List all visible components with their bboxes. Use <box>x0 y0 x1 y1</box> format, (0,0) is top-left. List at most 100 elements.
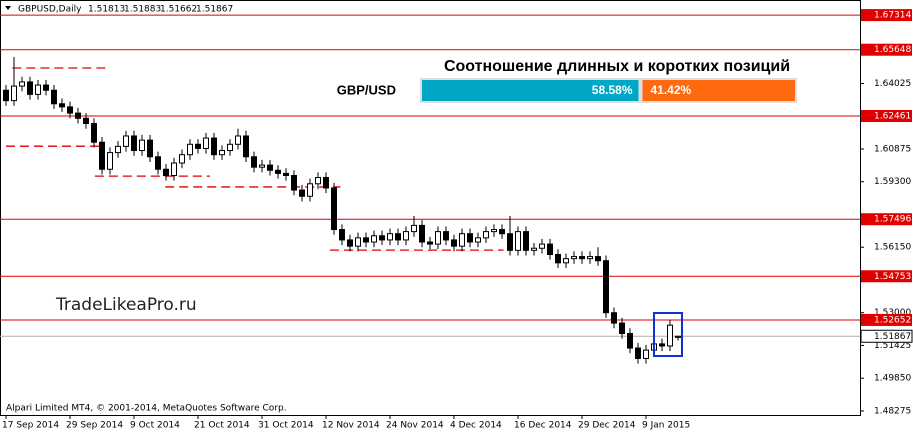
candle-body <box>579 256 585 260</box>
ratio-label: GBP/USD <box>337 82 396 97</box>
candle-body <box>307 183 313 197</box>
level-label: 1.57496 <box>874 215 911 225</box>
candle-body <box>571 256 577 260</box>
candle-body <box>171 162 177 176</box>
candle-body <box>403 231 409 241</box>
candle-body <box>387 233 393 241</box>
candle-body <box>139 139 145 152</box>
candle-body <box>507 233 513 251</box>
candle-body <box>195 143 201 149</box>
candle-body <box>43 84 49 91</box>
candle-body <box>659 343 665 347</box>
candle-body <box>211 137 217 156</box>
level-label: 1.67314 <box>874 11 911 21</box>
y-tick-label: 1.51425 <box>874 341 911 351</box>
candle-body <box>587 256 593 260</box>
level-label: 1.54753 <box>874 272 911 282</box>
candle-body <box>411 224 417 233</box>
level-label-box <box>861 9 912 22</box>
y-tick-label: 1.56150 <box>874 243 911 253</box>
candle-body <box>91 123 97 143</box>
plot-frame <box>0 0 861 416</box>
ratio-title: Соотношение длинных и коротких позиций <box>444 58 790 75</box>
x-tick-label: 29 Sep 2014 <box>66 421 123 431</box>
candle-body <box>547 243 553 255</box>
candle-body <box>27 81 33 95</box>
candle-body <box>515 231 521 251</box>
candle-body <box>443 231 449 241</box>
candle-body <box>227 143 233 152</box>
candle-body <box>299 189 305 197</box>
candle-body <box>235 135 241 145</box>
candle-body <box>187 143 193 156</box>
candle-body <box>627 332 633 349</box>
candle-body <box>459 233 465 247</box>
candle-body <box>427 241 433 245</box>
candle-body <box>99 141 105 170</box>
candle-body <box>355 237 361 247</box>
candle-body <box>363 237 369 243</box>
x-tick-label: 4 Dec 2014 <box>450 421 502 431</box>
candle-body <box>203 137 209 149</box>
candle-body <box>83 117 89 125</box>
candle-body <box>523 231 529 251</box>
candle-body <box>451 239 457 247</box>
candle-body <box>131 135 137 152</box>
level-label: 1.52652 <box>874 315 911 325</box>
current-price-box <box>860 329 913 343</box>
candle-body <box>531 247 537 251</box>
candle-body <box>323 177 329 189</box>
candle-body <box>147 139 153 158</box>
x-tick-label: 29 Dec 2014 <box>578 421 636 431</box>
candle-body <box>107 152 113 170</box>
candle-body <box>19 81 25 87</box>
candle-body <box>243 135 249 158</box>
candle-body <box>259 164 265 168</box>
candle-body <box>267 164 273 171</box>
candle-body <box>435 231 441 245</box>
header-high: 1.51883 <box>124 5 161 15</box>
candle-body <box>467 233 473 243</box>
x-tick-label: 24 Nov 2014 <box>386 421 444 431</box>
candle-body <box>331 187 337 231</box>
candle-body <box>619 322 625 334</box>
highlight-box <box>653 312 683 357</box>
x-tick-label: 16 Dec 2014 <box>514 421 572 431</box>
candle-body <box>59 103 65 108</box>
candle-body <box>163 168 169 176</box>
level-label-box <box>861 270 912 283</box>
level-label-box <box>861 313 912 326</box>
candle-body <box>315 177 321 185</box>
candle-body <box>667 324 673 347</box>
candle-body <box>371 235 377 243</box>
x-tick-label: 17 Sep 2014 <box>2 421 59 431</box>
candle-body <box>179 154 185 164</box>
menu-arrow[interactable] <box>5 6 11 10</box>
y-tick-label: 1.59300 <box>874 177 911 187</box>
candle-body <box>675 335 681 338</box>
candle-body <box>283 172 289 176</box>
candle-body <box>67 106 73 114</box>
candle-body <box>3 89 9 102</box>
candle-body <box>123 135 129 147</box>
y-tick-label: 1.64025 <box>874 79 911 89</box>
y-tick-label: 1.48275 <box>874 406 911 416</box>
candle-body <box>419 224 425 243</box>
candle-body <box>291 174 297 191</box>
ratio-segment <box>422 80 639 101</box>
candle-body <box>35 84 41 95</box>
x-tick-label: 9 Jan 2015 <box>642 421 690 431</box>
x-tick-label: 31 Oct 2014 <box>258 421 314 431</box>
ratio-value: 58.58% <box>592 83 633 97</box>
candle-body <box>275 169 281 174</box>
ratio-segment <box>642 80 795 101</box>
candle-body <box>643 349 649 359</box>
level-label-box <box>861 109 912 122</box>
level-label-box <box>861 213 912 226</box>
candle-body <box>611 312 617 324</box>
candle-body <box>475 237 481 243</box>
candle-body <box>75 112 81 119</box>
watermark: TradeLikeaPro.ru <box>55 295 197 315</box>
candle-body <box>555 253 561 264</box>
